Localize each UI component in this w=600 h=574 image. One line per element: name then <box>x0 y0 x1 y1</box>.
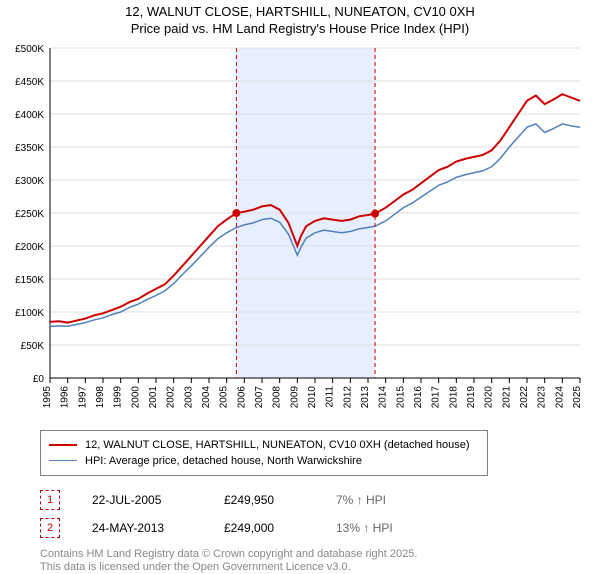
chart-title: 12, WALNUT CLOSE, HARTSHILL, NUNEATON, C… <box>0 0 600 38</box>
sales-table: 1 22-JUL-2005 £249,950 7% ↑ HPI 2 24-MAY… <box>40 486 570 542</box>
attribution-line-1: Contains HM Land Registry data © Crown c… <box>40 548 570 561</box>
svg-text:2006: 2006 <box>236 385 247 408</box>
svg-text:£300K: £300K <box>15 176 44 187</box>
title-line-1: 12, WALNUT CLOSE, HARTSHILL, NUNEATON, C… <box>0 4 600 21</box>
svg-text:£100K: £100K <box>15 308 44 319</box>
legend-label: HPI: Average price, detached house, Nort… <box>85 455 362 467</box>
svg-text:1998: 1998 <box>95 385 106 408</box>
svg-text:1996: 1996 <box>60 385 71 408</box>
legend-label: 12, WALNUT CLOSE, HARTSHILL, NUNEATON, C… <box>85 439 470 451</box>
price-chart-page: 12, WALNUT CLOSE, HARTSHILL, NUNEATON, C… <box>0 0 600 560</box>
sale-badge-2: 2 <box>40 518 60 538</box>
legend-swatch-hpi <box>49 460 77 461</box>
svg-text:2009: 2009 <box>289 385 300 408</box>
svg-text:£450K: £450K <box>15 77 44 88</box>
attribution-line-2: This data is licensed under the Open Gov… <box>40 561 570 574</box>
svg-text:2022: 2022 <box>519 385 530 408</box>
sale-row: 2 24-MAY-2013 £249,000 13% ↑ HPI <box>40 514 570 542</box>
svg-text:2001: 2001 <box>148 385 159 408</box>
svg-text:2024: 2024 <box>554 385 565 408</box>
chart-area: £0 £50K £100K £150K £200K £250K £300K £350K £400… <box>0 38 600 428</box>
svg-text:£400K: £400K <box>15 110 44 121</box>
svg-text:2017: 2017 <box>431 385 442 408</box>
svg-text:£250K: £250K <box>15 209 44 220</box>
svg-text:1995: 1995 <box>42 385 53 408</box>
sale-price: £249,000 <box>224 521 304 535</box>
sale-hpi-delta: 7% ↑ HPI <box>336 493 426 507</box>
title-line-2: Price paid vs. HM Land Registry's House … <box>0 21 600 38</box>
svg-text:2018: 2018 <box>448 385 459 408</box>
legend: 12, WALNUT CLOSE, HARTSHILL, NUNEATON, C… <box>40 430 488 476</box>
lower-panel: 12, WALNUT CLOSE, HARTSHILL, NUNEATON, C… <box>0 430 600 574</box>
sale-date: 24-MAY-2013 <box>92 521 192 535</box>
sale-hpi-delta: 13% ↑ HPI <box>336 521 426 535</box>
svg-text:£200K: £200K <box>15 242 44 253</box>
sale-price: £249,950 <box>224 493 304 507</box>
svg-text:2010: 2010 <box>307 385 318 408</box>
svg-text:2012: 2012 <box>342 385 353 408</box>
svg-text:2025: 2025 <box>572 385 583 408</box>
svg-text:2019: 2019 <box>466 385 477 408</box>
svg-text:2007: 2007 <box>254 385 265 408</box>
svg-text:2015: 2015 <box>395 385 406 408</box>
legend-row: 12, WALNUT CLOSE, HARTSHILL, NUNEATON, C… <box>49 437 479 453</box>
svg-text:£50K: £50K <box>21 341 45 352</box>
svg-text:2011: 2011 <box>325 385 336 407</box>
svg-text:2004: 2004 <box>201 385 212 408</box>
svg-text:2016: 2016 <box>413 385 424 408</box>
svg-text:£500K: £500K <box>15 44 44 55</box>
svg-text:1999: 1999 <box>113 385 124 408</box>
legend-row: HPI: Average price, detached house, Nort… <box>49 453 479 469</box>
line-chart: £0 £50K £100K £150K £200K £250K £300K £350K £400… <box>0 38 600 428</box>
svg-text:2023: 2023 <box>537 385 548 408</box>
svg-text:2021: 2021 <box>501 385 512 408</box>
svg-text:£150K: £150K <box>15 275 44 286</box>
svg-text:2003: 2003 <box>183 385 194 408</box>
svg-text:2008: 2008 <box>272 385 283 408</box>
svg-text:2020: 2020 <box>484 385 495 408</box>
svg-text:£0: £0 <box>33 374 45 385</box>
legend-swatch-price-paid <box>49 444 77 446</box>
svg-text:2002: 2002 <box>166 385 177 408</box>
svg-text:1997: 1997 <box>77 385 88 408</box>
svg-text:2014: 2014 <box>378 385 389 408</box>
sale-badge-1: 1 <box>40 490 60 510</box>
svg-text:2013: 2013 <box>360 385 371 408</box>
svg-text:2005: 2005 <box>219 385 230 408</box>
svg-text:£350K: £350K <box>15 143 44 154</box>
sale-date: 22-JUL-2005 <box>92 493 192 507</box>
svg-text:2000: 2000 <box>130 385 141 408</box>
sale-row: 1 22-JUL-2005 £249,950 7% ↑ HPI <box>40 486 570 514</box>
attribution: Contains HM Land Registry data © Crown c… <box>40 548 570 574</box>
